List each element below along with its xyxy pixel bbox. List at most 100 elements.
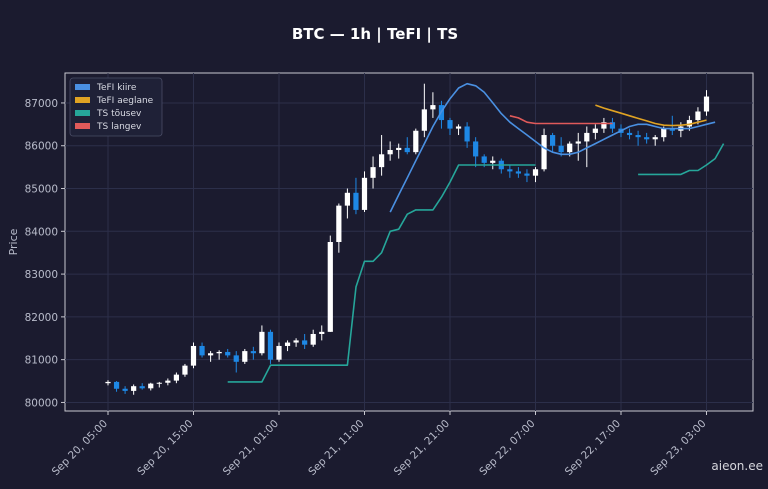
x-tick-label: Sep 20, 15:00 — [135, 418, 195, 478]
watermark: aieon.ee — [711, 459, 763, 473]
line-tefi-aeglane — [595, 104, 707, 127]
candle-body — [379, 154, 385, 168]
legend-box — [69, 77, 163, 137]
candle-body — [413, 130, 419, 153]
candle-body — [267, 331, 274, 360]
candle-body — [131, 386, 137, 391]
y-tick-label: 80000 — [25, 397, 58, 409]
candle-body — [199, 345, 205, 356]
candle-body — [473, 141, 479, 157]
candle-body — [139, 386, 145, 389]
candle-body — [695, 111, 701, 121]
x-tick-label: Sep 20, 05:00 — [50, 418, 110, 478]
candle-body — [464, 126, 470, 142]
candle-body — [302, 340, 308, 345]
candle-body — [105, 381, 111, 384]
indicator-lines — [227, 82, 725, 383]
y-axis-ticks: 80000 81000 82000 83000 84000 85000 86000 87000 — [25, 98, 65, 409]
line-ts-t-usev — [638, 143, 725, 176]
candle-body — [148, 383, 154, 389]
candle-body — [242, 351, 248, 362]
candle-body — [250, 351, 256, 354]
y-tick-label: 83000 — [25, 269, 58, 281]
candle-body — [173, 374, 179, 381]
candle-body — [113, 381, 120, 389]
candle-body — [327, 242, 333, 332]
candle-body — [661, 128, 667, 138]
candle-body — [276, 345, 282, 360]
legend-swatch — [75, 110, 90, 116]
candle-body — [216, 351, 222, 354]
candle-body — [455, 126, 462, 129]
y-tick-label: 86000 — [25, 141, 58, 153]
candle-body — [370, 167, 376, 178]
candle-body — [652, 137, 658, 140]
legend: TeFI kiire TeFI aeglane TS tõusev TS langev — [69, 77, 163, 137]
y-tick-label: 85000 — [25, 184, 58, 196]
candle-body — [609, 122, 616, 129]
candle-body — [644, 137, 650, 140]
candle-body — [225, 351, 231, 356]
candle-body — [156, 382, 162, 384]
x-tick-label: Sep 22, 07:00 — [477, 418, 537, 478]
y-tick-label: 82000 — [25, 312, 58, 324]
candle-body — [122, 388, 128, 391]
legend-label: TeFI kiire — [96, 83, 137, 93]
candle-body — [490, 160, 496, 163]
chart-title: BTC — 1h | TeFI | TS — [292, 25, 458, 44]
candle-body — [208, 353, 214, 356]
legend-swatch — [75, 123, 90, 129]
x-tick-label: Sep 21, 21:00 — [392, 418, 452, 478]
candle-body — [567, 143, 573, 153]
candle-body — [233, 355, 239, 362]
candle-body — [182, 365, 188, 375]
candle-body — [481, 156, 487, 163]
line-ts-langev — [509, 115, 613, 125]
line-ts-t-usev — [227, 164, 536, 383]
x-axis-ticks: Sep 20, 05:00 Sep 20, 15:00 Sep 21, 01:00 S… — [50, 411, 709, 478]
candle-body — [515, 171, 521, 174]
legend-swatch — [75, 84, 90, 90]
candle-body — [361, 177, 368, 210]
x-tick-label: Sep 21, 01:00 — [221, 418, 281, 478]
legend-label: TeFI aeglane — [96, 96, 154, 106]
candle-body — [550, 135, 556, 146]
x-tick-label: Sep 21, 11:00 — [306, 418, 366, 478]
candle-body — [669, 128, 675, 131]
y-axis-label: Price — [7, 228, 20, 255]
candle-body — [686, 120, 692, 127]
candle-body — [259, 331, 265, 354]
candle-body — [575, 141, 581, 144]
candle-body — [336, 205, 342, 242]
candle-body — [165, 380, 171, 383]
candle-body — [387, 150, 393, 155]
candle-body — [396, 147, 402, 151]
candle-body — [592, 128, 598, 133]
x-tick-label: Sep 23, 03:00 — [648, 418, 708, 478]
candle-body — [532, 169, 539, 176]
candle-body — [430, 105, 436, 110]
x-tick-label: Sep 22, 17:00 — [563, 418, 623, 478]
plot-area — [64, 72, 754, 412]
candle-body — [447, 120, 453, 129]
candle-body — [353, 192, 359, 210]
candle-body — [541, 135, 547, 170]
candle-body — [626, 132, 633, 136]
candle-body — [584, 132, 590, 142]
grid-lines — [65, 73, 753, 411]
candle-body — [635, 135, 641, 138]
candle-body — [404, 147, 410, 153]
y-tick-label: 84000 — [25, 226, 58, 238]
candle-body — [293, 340, 299, 343]
candle-body — [507, 169, 513, 172]
candle-body — [703, 96, 710, 112]
candle-body — [319, 331, 325, 334]
legend-label: TS langev — [96, 122, 142, 132]
candle-body — [310, 333, 316, 345]
legend-swatch — [75, 97, 90, 103]
candle-body — [601, 122, 607, 129]
candle-body — [558, 145, 564, 153]
candle-body — [524, 173, 530, 176]
candles — [105, 83, 710, 395]
